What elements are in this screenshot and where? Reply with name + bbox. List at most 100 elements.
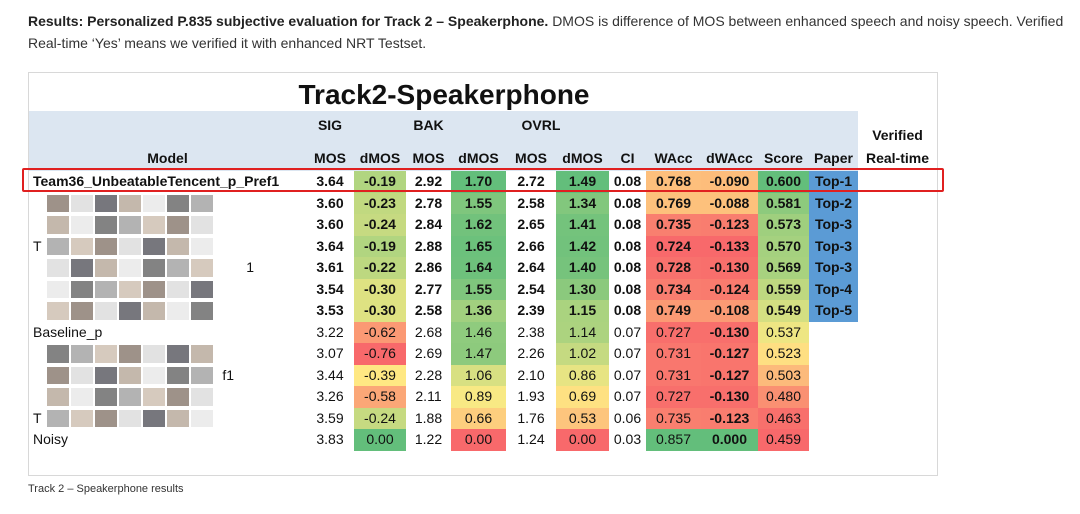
group-header: OVRL (521, 117, 561, 133)
cell: 1.40 (556, 257, 609, 279)
cell: 3.60 (316, 194, 344, 211)
cell: Top-5 (809, 300, 858, 322)
mosaic (71, 216, 93, 234)
mosaic (191, 302, 213, 320)
cell: 2.72 (517, 173, 545, 189)
group-header: Real-time (865, 150, 930, 166)
cell: 0.573 (758, 214, 809, 236)
cell: 3.59 (316, 409, 344, 426)
cell: -0.19 (354, 235, 406, 257)
cell: -0.127 (701, 364, 758, 386)
caption-text: DMOS is difference of MOS between enhanc… (28, 13, 1064, 51)
cell: -0.133 (701, 235, 758, 257)
cell: 3.07 (316, 345, 344, 361)
cell: 2.11 (415, 388, 442, 404)
cell: 1.49 (556, 171, 609, 193)
cell: 0.769 (646, 192, 701, 214)
cell: 2.58 (517, 194, 545, 211)
cell: 0.08 (613, 216, 642, 232)
mosaic (167, 388, 189, 406)
cell: -0.123 (701, 407, 758, 429)
mosaic (143, 345, 165, 363)
cell: 0.768 (646, 171, 701, 193)
column-header: Paper (814, 150, 853, 166)
column-header: Score (764, 150, 803, 166)
mosaic (191, 194, 213, 212)
cell: 2.10 (517, 366, 545, 383)
cell: 1.24 (517, 431, 545, 447)
cell: -0.123 (701, 214, 758, 236)
mosaic (95, 237, 117, 255)
cell: 0.459 (758, 429, 809, 451)
cell: 0.857 (646, 429, 701, 451)
mosaic (167, 216, 189, 234)
cell: 0.08 (613, 194, 642, 211)
cell: -0.22 (354, 257, 406, 279)
mosaic (47, 216, 69, 234)
cell: Top-3 (809, 235, 858, 257)
cell: 1.36 (451, 300, 506, 322)
cell: 3.64 (316, 237, 344, 254)
cell: 3.61 (316, 259, 344, 275)
mosaic (119, 366, 141, 384)
cell: 0.08 (613, 280, 642, 297)
cell: 0.731 (646, 343, 701, 365)
mosaic (167, 280, 189, 298)
cell: 0.07 (613, 345, 642, 361)
column-header: dMOS (458, 150, 499, 166)
mosaic (143, 216, 165, 234)
mosaic (71, 388, 93, 406)
mosaic (95, 366, 117, 384)
mosaic (47, 345, 69, 363)
cell: 1.06 (451, 364, 506, 386)
cell: 0.07 (613, 323, 642, 340)
table-title: Track2-Speakerphone (298, 79, 590, 110)
cell: 0.735 (646, 407, 701, 429)
column-header: dMOS (359, 150, 401, 166)
footer: Track 2 – Speakerphone results (28, 483, 184, 495)
cell: 0.724 (646, 235, 701, 257)
cell: 0.749 (646, 300, 701, 322)
cell: 2.64 (517, 259, 545, 275)
mosaic (143, 409, 165, 427)
column-header: MOS (515, 150, 547, 166)
cell: 0.08 (613, 237, 642, 254)
mosaic (47, 237, 69, 255)
cell: 0.00 (556, 429, 609, 451)
mosaic (167, 237, 189, 255)
mosaic (143, 237, 165, 255)
cell: -0.124 (701, 278, 758, 300)
cell: 1.55 (451, 278, 506, 300)
mosaic (71, 280, 93, 298)
cell: 1.64 (451, 257, 506, 279)
group-header: Verified (872, 127, 923, 143)
mosaic (167, 194, 189, 212)
mosaic (191, 216, 213, 234)
mosaic (167, 409, 189, 427)
cell: 0.600 (758, 171, 809, 193)
caption-bold: Results: Personalized P.835 subjective e… (28, 13, 549, 29)
model-name: Noisy (33, 431, 69, 447)
cell: 0.734 (646, 278, 701, 300)
cell: 0.000 (701, 429, 758, 451)
cell: 2.69 (414, 345, 443, 361)
mosaic (191, 409, 213, 427)
cell: 2.65 (517, 216, 545, 232)
cell: 0.727 (646, 386, 701, 408)
cell: 0.00 (354, 429, 406, 451)
mosaic (95, 280, 117, 298)
cell: 1.34 (556, 192, 609, 214)
cell: 2.58 (414, 302, 443, 318)
cell: 0.559 (758, 278, 809, 300)
cell: -0.24 (354, 214, 406, 236)
cell: 2.28 (414, 366, 443, 383)
mosaic (119, 302, 141, 320)
mosaic (47, 194, 69, 212)
cell: 0.569 (758, 257, 809, 279)
model-name: Team36_UnbeatableTencent_p_Pref1 (33, 173, 280, 189)
cell: 0.69 (556, 386, 609, 408)
mosaic (119, 216, 141, 234)
cell: 2.26 (517, 345, 545, 361)
cell: 3.22 (316, 323, 344, 340)
